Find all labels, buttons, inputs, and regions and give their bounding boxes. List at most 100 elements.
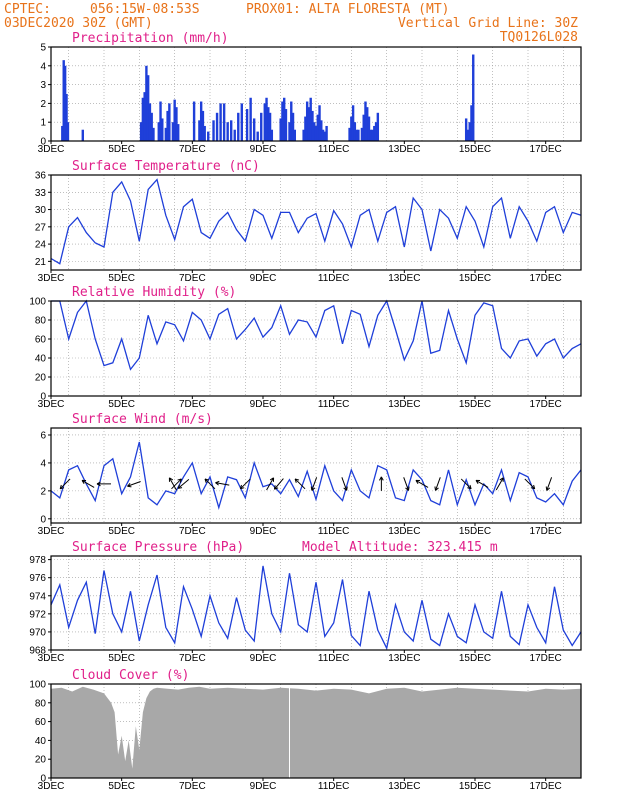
x-tick-label: 15DEC bbox=[459, 399, 491, 410]
y-tick-label: 4 bbox=[40, 458, 46, 469]
wind-arrow-head bbox=[127, 482, 131, 487]
precip-bar bbox=[353, 122, 357, 141]
wind-arrow-head bbox=[380, 476, 384, 481]
precip-bar bbox=[351, 105, 355, 141]
precip-bar bbox=[175, 107, 178, 141]
wind-arrow-head bbox=[467, 487, 472, 490]
precip-bar bbox=[281, 101, 284, 141]
x-tick-label: 17DEC bbox=[530, 781, 562, 792]
precip-bar bbox=[249, 97, 252, 141]
precip-bar bbox=[164, 127, 168, 141]
wind-arrow bbox=[96, 481, 111, 487]
wind-arrow-head bbox=[177, 484, 181, 489]
wind-arrow-head bbox=[204, 478, 207, 483]
x-tick-label: 5DEC bbox=[108, 273, 135, 284]
precip-bar bbox=[357, 129, 360, 141]
y-tick-label: 5 bbox=[40, 43, 46, 54]
precip-bar bbox=[143, 92, 146, 141]
wind-arrow-shaft bbox=[266, 477, 274, 491]
precip-bar bbox=[177, 124, 180, 141]
wind-arrow bbox=[168, 477, 177, 491]
precip-bar bbox=[203, 125, 206, 141]
precip-bar bbox=[302, 129, 305, 141]
precip-bar bbox=[219, 103, 222, 141]
x-tick-label: 9DEC bbox=[250, 653, 277, 664]
precip-bar bbox=[470, 105, 473, 141]
wind-arrow-head bbox=[469, 484, 472, 489]
x-tick-label: 17DEC bbox=[530, 273, 562, 284]
y-tick-label: 21 bbox=[35, 257, 47, 268]
wind-arrow-head bbox=[178, 487, 183, 489]
precip-bar bbox=[260, 112, 263, 141]
wind-arrow-head bbox=[215, 482, 219, 486]
precip-bar bbox=[320, 120, 323, 141]
wind-arrow-shaft bbox=[495, 477, 504, 491]
precip-bar bbox=[284, 109, 288, 141]
x-tick-label: 9DEC bbox=[250, 526, 277, 537]
x-tick-label: 17DEC bbox=[530, 399, 562, 410]
y-tick-label: 968 bbox=[29, 646, 46, 657]
x-tick-label: 7DEC bbox=[179, 526, 206, 537]
y-tick-label: 24 bbox=[35, 240, 47, 251]
wind-arrow-shaft bbox=[475, 479, 489, 488]
x-tick-label: 5DEC bbox=[108, 399, 135, 410]
wind-arrow-head bbox=[179, 478, 182, 483]
y-tick-label: 2 bbox=[40, 486, 46, 497]
x-tick-label: 3DEC bbox=[38, 781, 65, 792]
x-tick-label: 15DEC bbox=[459, 144, 491, 155]
precip-bar bbox=[309, 97, 312, 141]
y-tick-label: 976 bbox=[29, 573, 46, 584]
wind-arrow-head bbox=[295, 478, 300, 481]
wind-arrow-shaft bbox=[171, 478, 182, 490]
precip-bar bbox=[66, 122, 70, 141]
panel-4: 968 970 972 974 976 978 3DEC 5DEC 7DEC 9DEC 11DEC 1… bbox=[29, 540, 582, 664]
precip-bar bbox=[374, 122, 378, 141]
panel-5: 0 20 40 60 80 100 3DEC 5DEC 7DEC 9DEC 11DEC 13DEC 15… bbox=[29, 668, 582, 792]
precip-bar bbox=[192, 101, 196, 141]
wind-arrow bbox=[495, 477, 504, 491]
precip-bar bbox=[226, 122, 229, 141]
wind-arrow-head bbox=[273, 485, 276, 490]
precip-bar bbox=[376, 112, 380, 141]
precip-bar bbox=[367, 116, 371, 141]
precip-bar bbox=[369, 129, 372, 141]
precip-bar bbox=[81, 129, 84, 141]
x-tick-label: 11DEC bbox=[318, 399, 350, 410]
panel-1: 21 24 27 30 33 36 3DEC 5DEC 7DEC 9DEC 11DEC 13DEC 15… bbox=[35, 159, 582, 284]
panel-title: Surface Temperature (nC) bbox=[72, 159, 260, 174]
precip-bar bbox=[168, 103, 171, 141]
wind-arrow-shaft bbox=[415, 479, 429, 488]
wind-arrow-head bbox=[310, 486, 313, 491]
panel-title: Relative Humidity (%) bbox=[72, 285, 236, 300]
x-tick-label: 9DEC bbox=[250, 144, 277, 155]
precip-bar bbox=[256, 131, 259, 141]
wind-arrow-shaft bbox=[460, 478, 472, 490]
precip-bar bbox=[62, 60, 65, 141]
wind-arrow-head bbox=[269, 477, 274, 481]
model-altitude-label: Model Altitude: 323.415 m bbox=[302, 540, 498, 555]
wind-arrow-head bbox=[177, 478, 182, 481]
x-tick-label: 3DEC bbox=[38, 144, 65, 155]
series-line bbox=[50, 441, 582, 510]
wind-arrow-shaft bbox=[274, 478, 284, 490]
precip-bar bbox=[313, 122, 316, 141]
wind-arrow-head bbox=[59, 484, 62, 489]
y-tick-label: 60 bbox=[35, 335, 47, 346]
x-tick-label: 3DEC bbox=[38, 653, 65, 664]
wind-arrow-head bbox=[240, 487, 245, 490]
wind-arrow-shaft bbox=[311, 477, 318, 491]
precip-bar bbox=[161, 118, 164, 141]
precip-bar bbox=[323, 131, 327, 141]
wind-arrow bbox=[81, 479, 95, 488]
wind-arrow bbox=[475, 479, 489, 488]
x-tick-label: 5DEC bbox=[108, 144, 135, 155]
wind-arrow bbox=[59, 478, 71, 490]
wind-arrow-head bbox=[81, 480, 85, 485]
wind-arrow-head bbox=[435, 487, 439, 491]
wind-arrow-head bbox=[311, 487, 316, 491]
precip-bar bbox=[145, 65, 148, 141]
x-tick-label: 15DEC bbox=[459, 273, 491, 284]
wind-arrow-head bbox=[96, 481, 101, 485]
wind-arrow-head bbox=[294, 478, 297, 483]
panel-title: Cloud Cover (%) bbox=[72, 668, 189, 683]
